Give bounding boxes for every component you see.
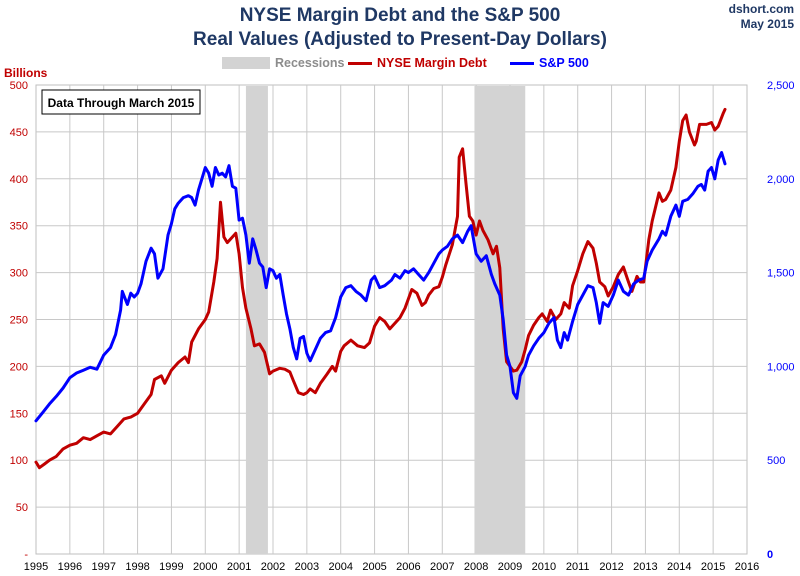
chart-title-line2: Real Values (Adjusted to Present-Day Dol… [193, 29, 607, 50]
x-axis-tick-label: 1998 [125, 561, 149, 573]
left-axis-label: Billions [4, 66, 48, 80]
x-axis-tick-label: 2012 [599, 561, 623, 573]
left-axis-tick-label: 450 [10, 127, 28, 139]
x-axis-tick-label: 2013 [633, 561, 657, 573]
source-label: dshort.com [728, 2, 794, 16]
x-axis-tick-label: 2016 [735, 561, 759, 573]
legend-label-margin-debt: NYSE Margin Debt [377, 56, 487, 70]
left-axis-tick-label: 500 [10, 80, 28, 92]
legend-item-margin-debt: NYSE Margin Debt [348, 56, 487, 70]
right-axis-tick-label: 0 [767, 549, 773, 561]
left-axis-tick-label: 350 [10, 221, 28, 233]
annotation-box [41, 89, 201, 115]
right-axis-tick-label: 1,500 [767, 268, 795, 280]
recession-band [245, 86, 268, 554]
left-axis-tick-label: 250 [10, 315, 28, 327]
x-axis-tick-label: 1997 [91, 561, 115, 573]
x-axis-tick-label: 2008 [464, 561, 488, 573]
legend-swatch-margin-debt [348, 61, 372, 65]
left-axis-tick-label: 200 [10, 361, 28, 373]
right-axis-tick-label: 1,000 [767, 361, 795, 373]
x-axis-tick-label: 2009 [498, 561, 522, 573]
legend-label-recessions: Recessions [275, 56, 345, 70]
chart-title-line1: NYSE Margin Debt and the S&P 500 [239, 5, 561, 26]
x-axis-tick-label: 1995 [24, 561, 48, 573]
left-axis-tick-label: 400 [10, 174, 28, 186]
date-label: May 2015 [740, 17, 794, 31]
right-axis-tick-label: 500 [767, 455, 785, 467]
legend-swatch-sp500 [510, 61, 534, 65]
right-axis-tick-label: 2,500 [767, 80, 795, 92]
left-axis-tick-label: 150 [10, 408, 28, 420]
series-line-margin-debt [34, 107, 727, 470]
right-axis-tick-label: 2,000 [767, 174, 795, 186]
recession-band [474, 86, 526, 554]
left-axis-tick-label: - [24, 549, 28, 561]
x-axis-tick-label: 2014 [667, 561, 691, 573]
x-axis-tick-label: 2003 [295, 561, 319, 573]
legend: Recessions NYSE Margin Debt S&P 500 [0, 56, 800, 74]
legend-swatch-recessions [222, 57, 270, 69]
legend-item-sp500: S&P 500 [510, 56, 589, 70]
x-axis-tick-label: 2015 [701, 561, 725, 573]
x-axis-tick-label: 1996 [58, 561, 82, 573]
left-axis-tick-label: 100 [10, 455, 28, 467]
x-axis-tick-label: 2006 [396, 561, 420, 573]
legend-item-recessions: Recessions [222, 56, 344, 70]
legend-label-sp500: S&P 500 [539, 56, 589, 70]
x-axis-tick-label: 2005 [362, 561, 386, 573]
x-axis-tick-label: 2010 [532, 561, 556, 573]
left-axis-tick-label: 300 [10, 268, 28, 280]
annotation-text: Data Through March 2015 [48, 96, 195, 110]
x-axis-tick-label: 2007 [430, 561, 454, 573]
x-axis-tick-label: 2001 [227, 561, 251, 573]
x-axis-tick-label: 1999 [159, 561, 183, 573]
x-axis-tick-label: 2000 [193, 561, 217, 573]
x-axis-tick-label: 2011 [566, 561, 590, 573]
x-axis-tick-label: 2002 [261, 561, 285, 573]
left-axis-tick-label: 50 [16, 502, 28, 514]
x-axis-tick-label: 2004 [328, 561, 352, 573]
series-line-sp500 [34, 151, 727, 423]
